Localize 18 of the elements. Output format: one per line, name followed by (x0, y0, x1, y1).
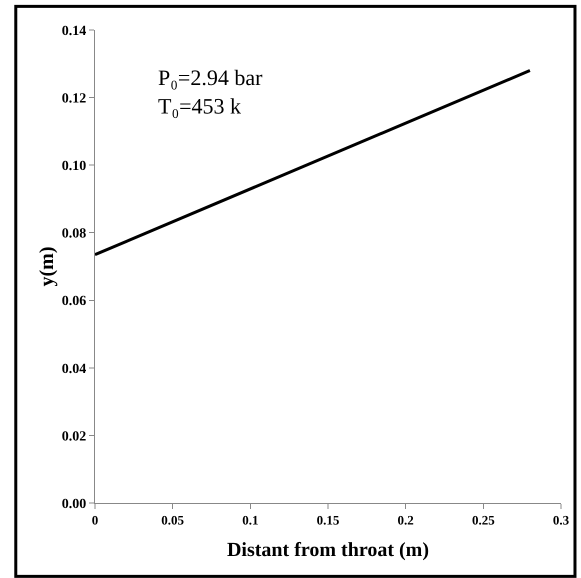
x-tick-label: 0.3 (552, 512, 570, 528)
annotation: P₀=2.94 bar T₀=453 k (158, 65, 264, 119)
y-tick-label: 0.02 (62, 429, 86, 444)
y-tick-label: 0.00 (62, 496, 86, 512)
x-axis-title: Distant from throat (m) (226, 539, 430, 562)
x-tick-label: 0.2 (398, 512, 414, 528)
y-tick-label: 0.08 (62, 226, 86, 242)
y-tick-label: 0.10 (62, 159, 86, 174)
y-tick-label: 0.04 (62, 362, 86, 377)
x-tick-label: 0.1 (242, 512, 258, 528)
y-tick-label: 0.06 (62, 294, 86, 310)
x-tick-label: 0 (92, 512, 98, 528)
x-tick-label: 0.15 (316, 512, 340, 528)
x-tick-label: 0.05 (161, 512, 185, 528)
x-tick-label: 0.25 (472, 512, 496, 528)
y-axis-title: y(m) (36, 246, 58, 286)
y-tick-label: 0.12 (62, 91, 86, 106)
y-tick-label: 0.14 (62, 24, 86, 39)
